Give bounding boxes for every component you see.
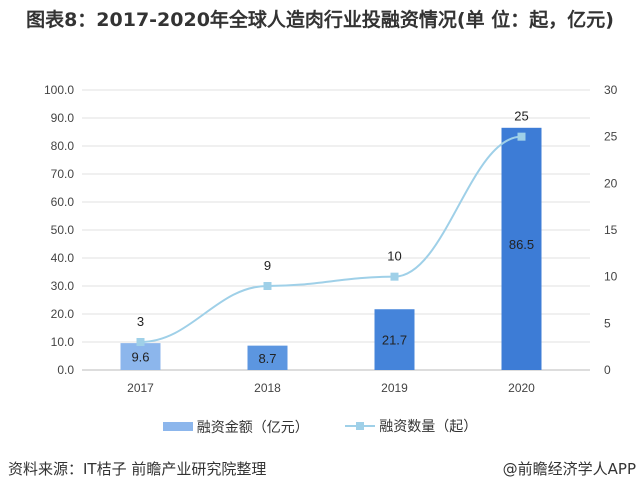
right-axis-tick: 0: [604, 363, 611, 377]
bar-data-label: 9.6: [131, 350, 149, 365]
chart-title: 图表8：2017-2020年全球人造肉行业投融资情况(单 位：起，亿元): [26, 9, 614, 31]
bar: [374, 309, 415, 370]
x-axis-tick: 2017: [127, 381, 154, 395]
legend-bar-swatch: [162, 422, 193, 431]
left-axis-tick: 90.0: [51, 111, 75, 125]
legend: 融资金额（亿元） 融资数量（起）: [0, 416, 640, 437]
legend-line-swatch: [345, 422, 376, 430]
right-axis-tick: 30: [604, 83, 618, 97]
legend-label: 融资金额（亿元）: [196, 419, 309, 436]
legend-item-amount: 融资金额（亿元）: [162, 417, 309, 437]
left-axis-tick: 0.0: [57, 363, 74, 377]
line-data-label: 25: [514, 109, 528, 124]
left-axis-tick: 50.0: [51, 223, 75, 237]
count-marker: [136, 338, 145, 346]
right-axis-tick: 15: [604, 223, 618, 237]
right-axis-tick: 25: [604, 130, 618, 144]
bar-data-label: 86.5: [509, 237, 534, 252]
left-axis-tick: 40.0: [51, 251, 75, 265]
source-note: 资料来源：IT桔子 前瞻产业研究院整理: [8, 460, 267, 478]
count-marker: [390, 272, 399, 281]
left-axis-tick: 80.0: [51, 139, 75, 153]
legend-label: 融资数量（起）: [379, 419, 478, 435]
bar: [501, 127, 542, 370]
x-axis-tick: 2019: [381, 381, 408, 395]
bar-data-label: 21.7: [382, 333, 407, 348]
legend-item-count: 融资数量（起）: [345, 416, 477, 436]
left-axis-tick: 60.0: [51, 195, 75, 209]
line-data-label: 9: [264, 258, 271, 273]
right-axis-tick: 20: [604, 176, 618, 190]
line-data-label: 3: [137, 314, 144, 329]
x-axis-tick: 2020: [508, 381, 535, 395]
right-axis-tick: 10: [604, 270, 618, 284]
left-axis-tick: 70.0: [51, 167, 75, 181]
left-axis-tick: 10.0: [51, 335, 75, 349]
left-axis-tick: 20.0: [51, 307, 75, 321]
bar: [120, 343, 161, 370]
left-axis-tick: 100.0: [44, 83, 74, 97]
line-data-label: 10: [387, 249, 401, 264]
left-axis-tick: 30.0: [51, 279, 75, 293]
right-axis-tick: 5: [604, 316, 611, 330]
bar-data-label: 8.7: [258, 351, 276, 366]
count-marker: [517, 132, 526, 141]
bar: [247, 345, 288, 370]
count-line: [140, 135, 522, 343]
brand-note: @前瞻经济学人APP: [502, 460, 636, 478]
count-marker: [263, 282, 272, 290]
x-axis-tick: 2018: [254, 381, 281, 395]
